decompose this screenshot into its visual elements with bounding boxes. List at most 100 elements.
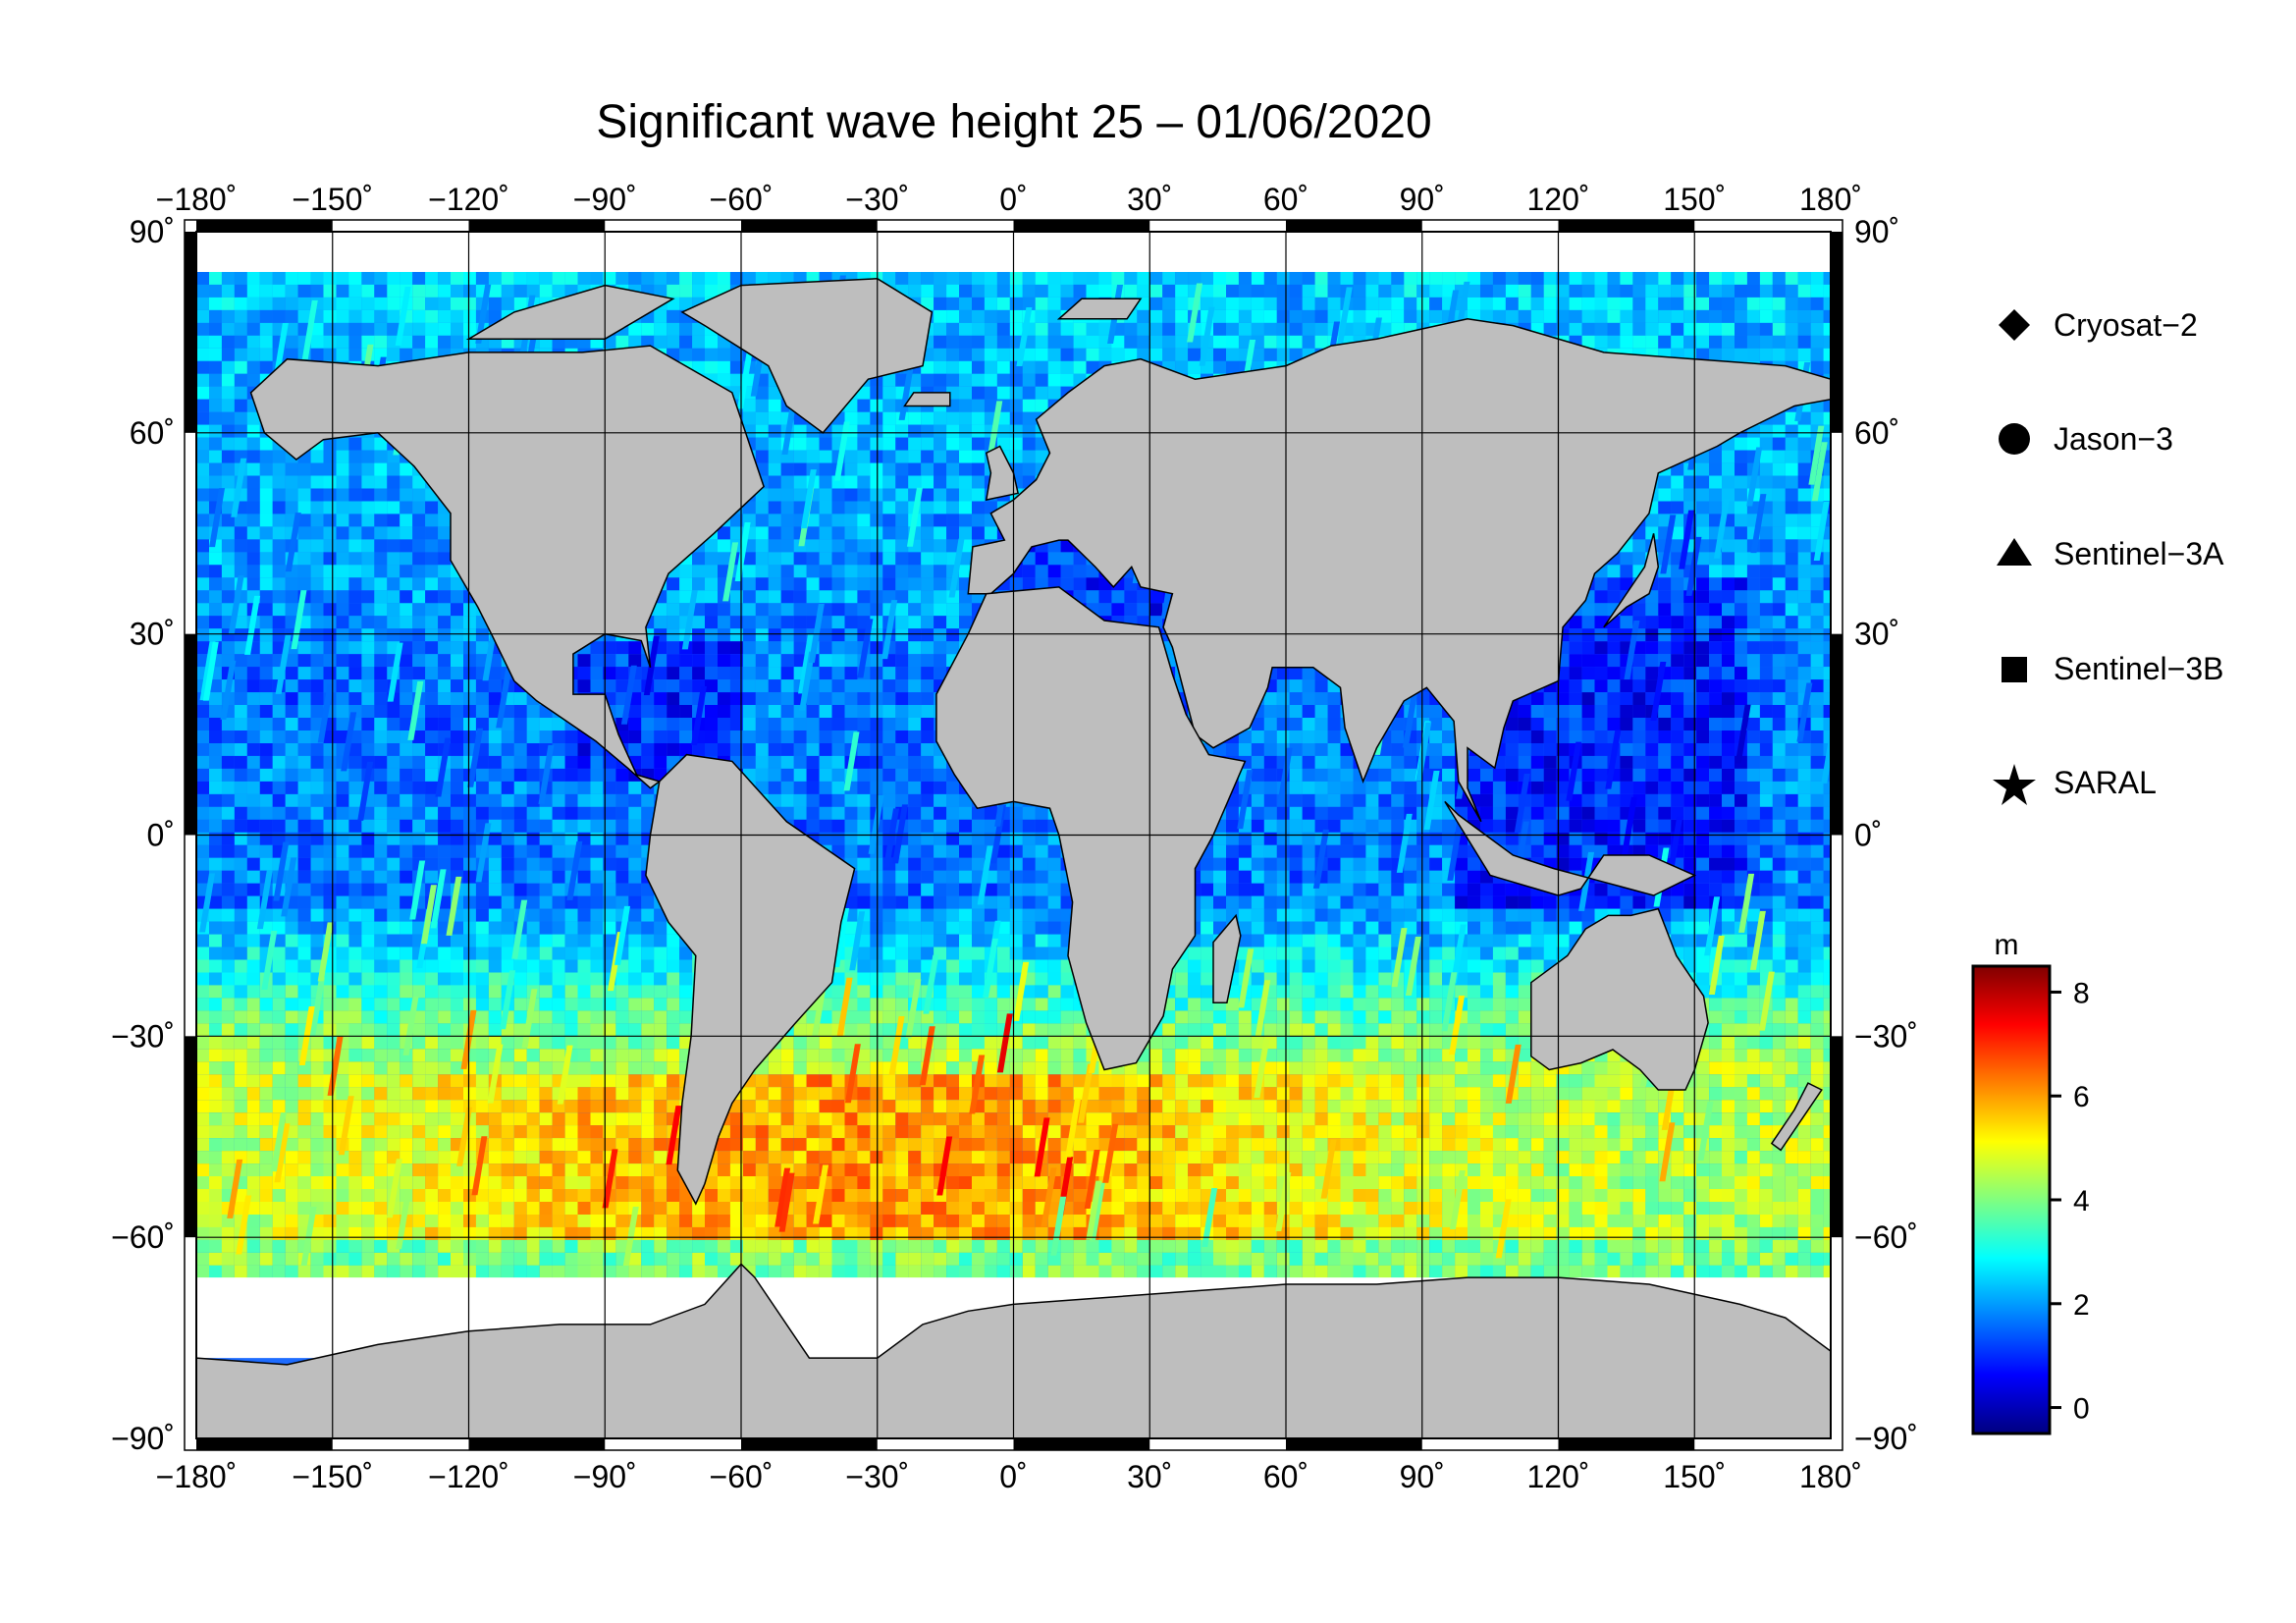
swh-cell (780, 718, 794, 730)
swh-cell (1683, 743, 1697, 756)
swh-cell (1314, 743, 1328, 756)
swh-cell (1022, 565, 1036, 578)
swh-cell (348, 514, 362, 527)
swh-cell (425, 641, 439, 655)
swh-cell (209, 450, 222, 463)
swh-cell (348, 348, 362, 361)
swh-cell (1594, 297, 1608, 310)
swh-cell (374, 616, 388, 629)
swh-cell (895, 475, 909, 489)
swh-cell (463, 692, 476, 706)
swh-cell (1442, 743, 1456, 756)
swh-cell (780, 526, 794, 540)
swh-cell (857, 514, 871, 527)
swh-cell (882, 743, 896, 756)
swh-cell (1340, 755, 1354, 769)
swh-cell (374, 730, 388, 743)
swh-cell (705, 565, 718, 578)
swh-cell (1213, 348, 1226, 361)
swh-cell (361, 730, 375, 743)
swh-cell (387, 348, 400, 361)
swh-cell (1722, 565, 1735, 578)
swh-cell (844, 450, 858, 463)
swh-cell (234, 755, 247, 769)
swh-cell (1696, 462, 1710, 476)
swh-cell (1696, 272, 1710, 285)
swh-cell (501, 297, 514, 310)
swh-cell (1468, 297, 1480, 310)
swh-cell (870, 679, 883, 693)
swh-cell (387, 705, 400, 718)
swh-cell (1518, 730, 1531, 743)
swh-cell (323, 590, 337, 604)
swh-cell (1022, 348, 1036, 361)
swh-cell (882, 475, 896, 489)
swh-cell (819, 437, 832, 451)
swh-cell (272, 309, 286, 323)
swh-cell (564, 272, 578, 285)
swh-cell (400, 628, 413, 642)
swh-cell (259, 654, 273, 668)
swh-cell (400, 272, 413, 285)
swh-cell (259, 475, 273, 489)
swh-cell (1772, 437, 1786, 451)
swh-cell (831, 501, 845, 514)
swh-cell (908, 730, 922, 743)
swh-cell (323, 577, 337, 591)
swh-cell (1709, 488, 1723, 502)
swh-cell (400, 692, 413, 706)
swh-cell (451, 705, 463, 718)
swh-cell (1709, 577, 1723, 591)
swh-cell (705, 718, 718, 730)
swh-cell (946, 411, 960, 425)
swh-cell (934, 526, 947, 540)
swh-cell (934, 628, 947, 642)
swh-cell (667, 667, 680, 680)
swh-cell (1810, 565, 1824, 578)
swh-cell (297, 654, 311, 668)
swh-cell (196, 616, 209, 629)
swh-cell (463, 730, 476, 743)
swh-cell (1226, 297, 1239, 310)
swh-cell (1772, 692, 1786, 706)
swh-cell (972, 373, 985, 387)
swh-cell (1124, 348, 1138, 361)
swh-cell (1302, 692, 1315, 706)
swh-cell (667, 730, 680, 743)
swh-cell (374, 462, 388, 476)
swh-cell (1505, 743, 1519, 756)
swh-cell (348, 309, 362, 323)
swh-cell (1632, 335, 1646, 349)
swh-cell (374, 755, 388, 769)
swh-cell (297, 565, 311, 578)
swh-cell (463, 309, 476, 323)
swh-cell (1709, 616, 1723, 629)
swh-cell (705, 667, 718, 680)
swh-cell (870, 692, 883, 706)
swh-cell (1797, 335, 1811, 349)
swh-cell (1696, 348, 1710, 361)
swh-cell (1607, 667, 1621, 680)
swh-cell (1620, 297, 1633, 310)
swh-cell (780, 475, 794, 489)
swh-cell (1709, 628, 1723, 642)
swh-cell (425, 603, 439, 617)
swh-cell (374, 297, 388, 310)
swh-cell (552, 718, 565, 730)
swh-cell (1772, 743, 1786, 756)
swh-cell (1632, 603, 1646, 617)
swh-cell (705, 692, 718, 706)
swh-cell (628, 730, 642, 743)
swh-cell (1772, 309, 1786, 323)
swh-cell (1810, 360, 1824, 374)
swh-cell (1746, 309, 1760, 323)
swh-cell (870, 667, 883, 680)
swh-cell (780, 628, 794, 642)
swh-cell (972, 411, 985, 425)
swh-cell (1823, 462, 1831, 476)
swh-cell (755, 692, 769, 706)
swh-cell (946, 437, 960, 451)
swh-cell (692, 284, 706, 298)
swh-cell (1276, 335, 1290, 349)
swh-cell (1785, 297, 1798, 310)
